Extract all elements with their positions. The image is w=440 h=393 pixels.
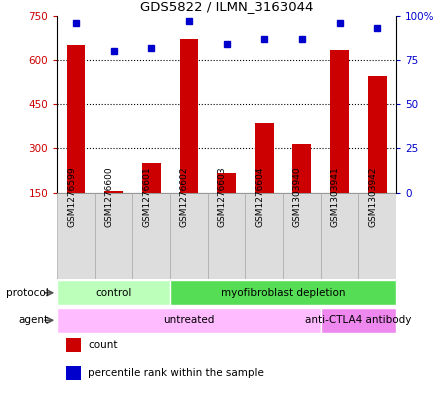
Bar: [57, 308, 321, 332]
Bar: [66, 338, 81, 352]
Bar: [170, 193, 208, 279]
Bar: [132, 193, 170, 279]
Title: GDS5822 / ILMN_3163044: GDS5822 / ILMN_3163044: [140, 0, 313, 13]
Text: GSM1276603: GSM1276603: [218, 167, 227, 227]
Bar: [57, 193, 95, 279]
Text: GSM1276600: GSM1276600: [105, 167, 114, 227]
Bar: [57, 281, 170, 305]
Bar: [255, 123, 274, 193]
Text: GSM1303942: GSM1303942: [368, 167, 377, 227]
Text: anti-CTLA4 antibody: anti-CTLA4 antibody: [305, 315, 411, 325]
Text: GSM1276604: GSM1276604: [255, 167, 264, 227]
Text: GSM1276599: GSM1276599: [67, 167, 76, 227]
Bar: [330, 50, 349, 193]
Text: GSM1303940: GSM1303940: [293, 167, 302, 227]
Bar: [180, 39, 198, 193]
Text: GSM1276602: GSM1276602: [180, 167, 189, 227]
Text: count: count: [88, 340, 117, 350]
Bar: [321, 308, 396, 332]
Bar: [293, 144, 312, 193]
Bar: [321, 193, 358, 279]
Bar: [142, 163, 161, 193]
Bar: [246, 193, 283, 279]
Bar: [95, 193, 132, 279]
Bar: [217, 173, 236, 193]
Text: control: control: [95, 288, 132, 298]
Text: GSM1303941: GSM1303941: [330, 167, 340, 227]
Bar: [104, 191, 123, 193]
Text: myofibroblast depletion: myofibroblast depletion: [221, 288, 345, 298]
Text: untreated: untreated: [163, 315, 215, 325]
Text: protocol: protocol: [6, 288, 48, 298]
Bar: [66, 45, 85, 193]
Text: percentile rank within the sample: percentile rank within the sample: [88, 368, 264, 378]
Text: agent: agent: [18, 315, 48, 325]
Bar: [208, 193, 246, 279]
Bar: [358, 193, 396, 279]
Bar: [66, 366, 81, 380]
Bar: [170, 281, 396, 305]
Bar: [283, 193, 321, 279]
Bar: [368, 76, 387, 193]
Text: GSM1276601: GSM1276601: [142, 167, 151, 227]
